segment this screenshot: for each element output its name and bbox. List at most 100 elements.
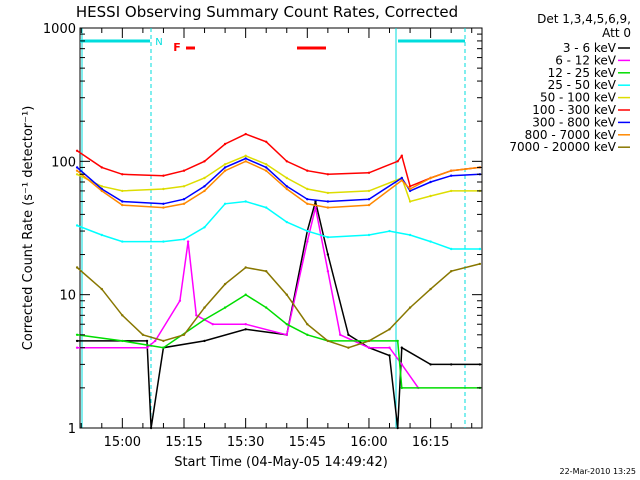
x-tick-label: 16:15 (412, 435, 449, 450)
y-axis-label: Corrected Count Rate (s⁻¹ detector⁻¹) (21, 106, 36, 351)
series-point (286, 188, 288, 190)
series-point (203, 185, 205, 187)
series-point (368, 190, 370, 192)
series-point (306, 198, 308, 200)
series-point (450, 248, 452, 250)
plot-frame (80, 28, 482, 428)
series-point (306, 334, 308, 336)
series-point (183, 198, 185, 200)
series-point (101, 190, 103, 192)
series-line (77, 264, 480, 348)
count-rate-chart: HESSI Observing Summary Count Rates, Cor… (0, 0, 640, 480)
series-point (245, 266, 247, 268)
series-1 (76, 206, 420, 389)
y-tick-label: 1 (68, 422, 76, 437)
flare-flag-label: F (173, 41, 181, 54)
series-point (142, 334, 144, 336)
legend-entry-label: 7000 - 20000 keV (509, 140, 616, 154)
series-point (187, 240, 189, 242)
series-point (76, 170, 78, 172)
series-point (245, 157, 247, 159)
series-point (224, 166, 226, 168)
series-point (339, 334, 341, 336)
series-point (162, 340, 164, 342)
series-point (368, 234, 370, 236)
series-point (347, 347, 349, 349)
x-tick-label: 15:15 (165, 435, 202, 450)
series-point (150, 427, 152, 429)
series-point (397, 160, 399, 162)
series-point (450, 170, 452, 172)
series-point (101, 185, 103, 187)
series-point (397, 427, 399, 429)
series-point (162, 347, 164, 349)
series-point (409, 234, 411, 236)
series-point (409, 306, 411, 308)
series-point (286, 177, 288, 179)
series-point (306, 170, 308, 172)
series-point (162, 206, 164, 208)
series-point (224, 203, 226, 205)
series-point (212, 323, 214, 325)
series-point (409, 200, 411, 202)
series-point (429, 177, 431, 179)
series-point (306, 188, 308, 190)
x-tick-label: 15:00 (104, 435, 141, 450)
series-point (121, 314, 123, 316)
series-point (121, 190, 123, 192)
series-point (327, 200, 329, 202)
series-point (388, 230, 390, 232)
series-point (265, 141, 267, 143)
series-point (327, 173, 329, 175)
series-point (76, 266, 78, 268)
series-point (450, 363, 452, 365)
series-point (286, 334, 288, 336)
series-point (154, 340, 156, 342)
series-point (76, 340, 78, 342)
series-point (327, 206, 329, 208)
series-point (76, 224, 78, 226)
series-point (388, 347, 390, 349)
series-point (429, 195, 431, 197)
series-point (179, 300, 181, 302)
series-point (401, 179, 403, 181)
series-point (146, 340, 148, 342)
series-point (401, 363, 403, 365)
series-point (388, 354, 390, 356)
series-point (121, 200, 123, 202)
series-8 (76, 263, 481, 349)
series-point (368, 172, 370, 174)
series-line (77, 161, 480, 207)
series-point (306, 323, 308, 325)
series-point (121, 340, 123, 342)
series-point (203, 190, 205, 192)
series-point (327, 253, 329, 255)
series-point (76, 347, 78, 349)
series-point (203, 226, 205, 228)
series-point (121, 204, 123, 206)
series-point (245, 323, 247, 325)
series-point (162, 188, 164, 190)
series-point (479, 248, 481, 250)
y-tick-label: 10 (59, 289, 76, 304)
series-point (265, 306, 267, 308)
series-point (429, 288, 431, 290)
series-point (306, 203, 308, 205)
y-tick-label: 100 (51, 155, 76, 170)
series-point (183, 238, 185, 240)
series-point (146, 347, 148, 349)
series-point (183, 334, 185, 336)
series-point (162, 175, 164, 177)
series-point (224, 283, 226, 285)
series-point (314, 206, 316, 208)
series-point (327, 270, 329, 272)
series-point (401, 155, 403, 157)
series-point (286, 323, 288, 325)
series-point (368, 347, 370, 349)
series-point (265, 166, 267, 168)
series-point (183, 185, 185, 187)
series-line (77, 202, 480, 429)
series-point (388, 328, 390, 330)
series-point (265, 270, 267, 272)
series-point (450, 270, 452, 272)
